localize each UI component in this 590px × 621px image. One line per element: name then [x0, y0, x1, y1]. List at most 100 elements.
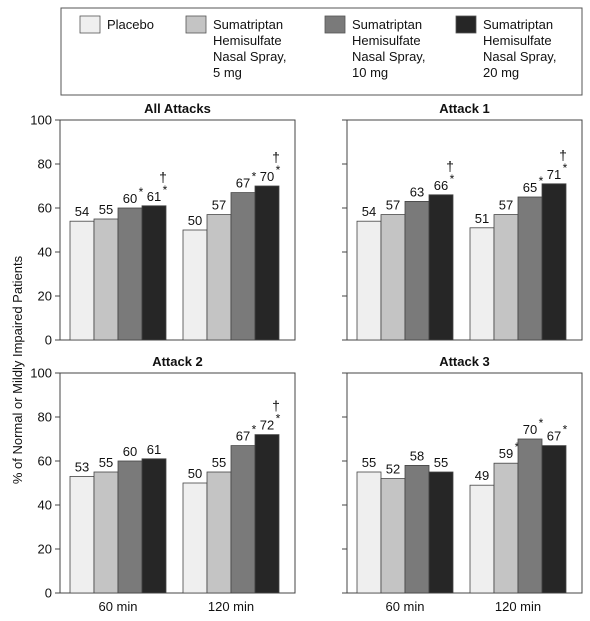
- bar: [493, 214, 519, 341]
- significance-dagger: †: [272, 398, 280, 414]
- legend-label-line: Sumatriptan: [352, 17, 422, 32]
- significance-dagger: †: [159, 169, 167, 185]
- data-label: 58: [410, 448, 424, 463]
- bar: [517, 196, 543, 341]
- bar: [404, 464, 430, 594]
- data-label: 60: [123, 191, 137, 206]
- data-label: 55: [362, 455, 376, 470]
- bar: [182, 482, 208, 594]
- legend-label: Placebo: [107, 17, 154, 32]
- bar: [69, 220, 95, 341]
- bar: [230, 192, 256, 341]
- significance-asterisk: *: [539, 416, 544, 430]
- significance-asterisk: *: [276, 412, 281, 426]
- significance-asterisk: *: [450, 172, 455, 186]
- significance-asterisk: *: [252, 423, 257, 437]
- data-label: 60: [123, 444, 137, 459]
- data-label: 57: [499, 198, 513, 213]
- y-tick-label: 20: [38, 542, 52, 557]
- legend-swatch: [79, 15, 101, 34]
- significance-asterisk: *: [515, 440, 520, 454]
- bar: [404, 200, 430, 341]
- x-tick-label: 60 min: [385, 599, 424, 614]
- legend-label-line: Hemisulfate: [483, 33, 552, 48]
- data-label: 67: [236, 176, 250, 191]
- panel-title: Attack 2: [152, 354, 203, 369]
- significance-asterisk: *: [163, 183, 168, 197]
- y-axis-label: % of Normal or Mildly Impaired Patients: [10, 255, 25, 484]
- significance-asterisk: *: [563, 423, 568, 437]
- data-label: 65: [523, 180, 537, 195]
- data-label: 71: [547, 167, 561, 182]
- significance-asterisk: *: [139, 185, 144, 199]
- bar: [356, 471, 382, 594]
- data-label: 50: [188, 213, 202, 228]
- data-label: 49: [475, 468, 489, 483]
- y-tick-label: 80: [38, 410, 52, 425]
- data-label: 70: [260, 169, 274, 184]
- bar: [182, 229, 208, 341]
- legend-swatch: [455, 15, 477, 34]
- bar: [380, 214, 406, 341]
- bar: [93, 471, 119, 594]
- legend-label-line: Hemisulfate: [213, 33, 282, 48]
- legend-label: Sumatriptan Hemisulfate Nasal Spray, 5 mg: [213, 17, 286, 80]
- x-tick-label: 120 min: [495, 599, 541, 614]
- significance-asterisk: *: [563, 161, 568, 175]
- significance-dagger: †: [446, 158, 454, 174]
- legend-box: [60, 7, 583, 96]
- bar: [117, 460, 143, 594]
- data-label: 67: [547, 429, 561, 444]
- data-label: 52: [386, 462, 400, 477]
- legend-swatch: [185, 15, 207, 34]
- data-label: 57: [212, 198, 226, 213]
- data-label: 54: [75, 204, 89, 219]
- legend-label-line: 20 mg: [483, 65, 519, 80]
- y-tick-label: 40: [38, 498, 52, 513]
- data-label: 55: [434, 455, 448, 470]
- bar: [541, 445, 567, 594]
- x-tick-label: 120 min: [208, 599, 254, 614]
- data-label: 57: [386, 198, 400, 213]
- panel-frame: [59, 119, 296, 341]
- data-label: 63: [410, 184, 424, 199]
- significance-dagger: †: [559, 147, 567, 163]
- data-label: 70: [523, 422, 537, 437]
- data-label: 55: [212, 455, 226, 470]
- y-tick-label: 100: [30, 366, 52, 381]
- panel-title: Attack 1: [439, 101, 490, 116]
- data-label: 55: [99, 455, 113, 470]
- legend-label: Sumatriptan Hemisulfate Nasal Spray, 10 mg: [352, 17, 425, 80]
- significance-asterisk: *: [276, 163, 281, 177]
- legend-swatch: [324, 15, 346, 34]
- y-tick-label: 100: [30, 113, 52, 128]
- data-label: 61: [147, 189, 161, 204]
- bar: [141, 205, 167, 341]
- legend-label-line: Hemisulfate: [352, 33, 421, 48]
- y-tick-label: 0: [45, 333, 52, 348]
- chart-panel: Attack 2 0 20 40 60 80 100 53 55 60 61 60 min 50 55 67…: [30, 354, 296, 614]
- panel-title: Attack 3: [439, 354, 490, 369]
- bar: [469, 227, 495, 341]
- significance-asterisk: *: [539, 174, 544, 188]
- bar: [469, 484, 495, 594]
- y-tick-label: 20: [38, 289, 52, 304]
- bar: [69, 475, 95, 594]
- bar: [493, 462, 519, 594]
- y-tick-label: 60: [38, 201, 52, 216]
- bar: [254, 434, 280, 594]
- bar: [356, 220, 382, 341]
- y-tick-label: 60: [38, 454, 52, 469]
- legend-label-line: Sumatriptan: [213, 17, 283, 32]
- panel-title: All Attacks: [144, 101, 211, 116]
- data-label: 55: [99, 202, 113, 217]
- legend-label-line: Nasal Spray,: [352, 49, 425, 64]
- legend-label-line: Nasal Spray,: [483, 49, 556, 64]
- bar: [380, 478, 406, 594]
- y-tick-label: 0: [45, 586, 52, 601]
- data-label: 67: [236, 429, 250, 444]
